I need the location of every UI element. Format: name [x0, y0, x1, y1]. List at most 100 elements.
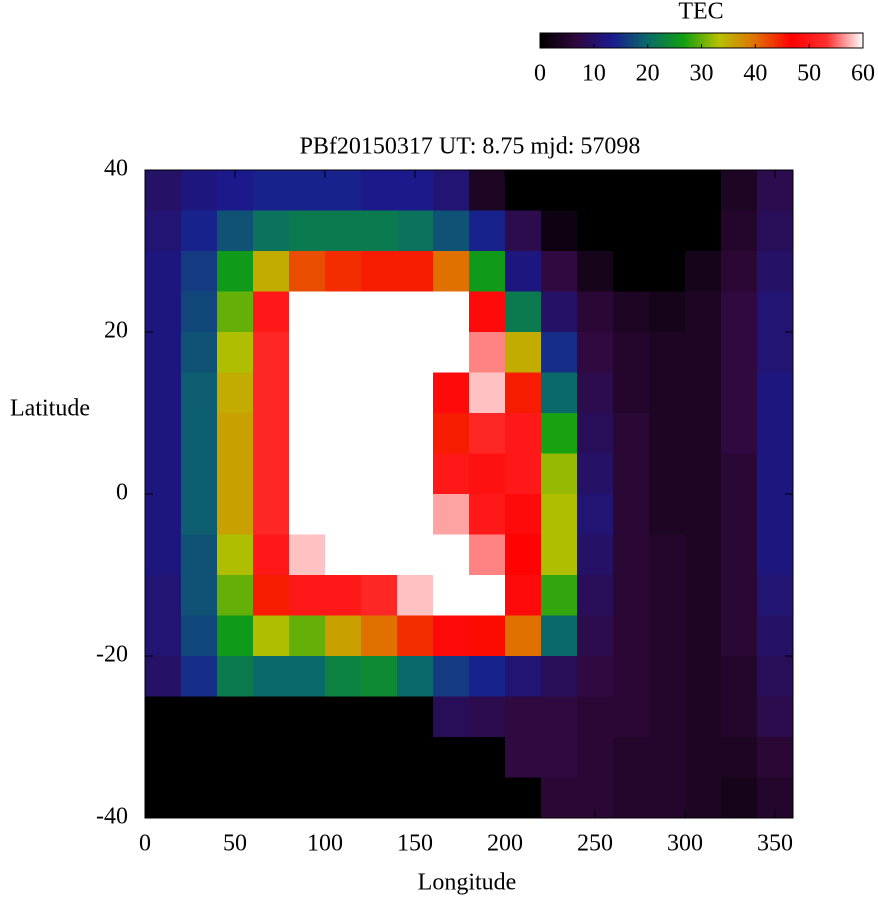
- colorbar-tick-label: 50: [797, 61, 821, 87]
- heatmap-cell: [613, 291, 650, 333]
- heatmap-cell: [145, 534, 182, 576]
- heatmap-cell: [541, 291, 578, 333]
- heatmap-cell: [433, 332, 470, 373]
- heatmap-cell: [253, 251, 290, 292]
- heatmap-cell: [325, 737, 362, 778]
- heatmap-cell: [433, 656, 470, 697]
- heatmap-cell: [289, 372, 326, 414]
- heatmap-cell: [649, 534, 686, 576]
- heatmap-cell: [145, 656, 182, 697]
- heatmap-cell: [577, 696, 614, 738]
- heatmap-cell: [577, 615, 614, 657]
- heatmap-cell: [253, 170, 290, 211]
- heatmap-cell: [541, 575, 578, 616]
- heatmap-cell: [217, 615, 254, 657]
- heatmap-cell: [397, 453, 434, 495]
- heatmap-cell: [469, 737, 506, 778]
- heatmap-cell: [289, 737, 326, 778]
- heatmap-cell: [721, 332, 758, 373]
- heatmap-cell: [685, 534, 722, 576]
- heatmap-cell: [433, 615, 470, 657]
- heatmap-cell: [145, 777, 182, 819]
- heatmap-cell: [649, 413, 686, 454]
- heatmap-cell: [757, 332, 794, 373]
- heatmap-cell: [181, 737, 218, 778]
- y-tick-label: -40: [96, 804, 128, 830]
- heatmap-cell: [757, 251, 794, 292]
- x-tick-label: 50: [223, 831, 247, 857]
- heatmap-cell: [505, 494, 542, 535]
- heatmap-cell: [361, 777, 398, 819]
- heatmap-cell: [181, 777, 218, 819]
- heatmap-cell: [757, 453, 794, 495]
- heatmap-cell: [397, 494, 434, 535]
- colorbar-tick-label: 0: [534, 61, 546, 87]
- heatmap-cell: [613, 777, 650, 819]
- heatmap-cell: [613, 615, 650, 657]
- heatmap-cell: [721, 453, 758, 495]
- heatmap-cell: [289, 777, 326, 819]
- heatmap-cell: [181, 575, 218, 616]
- heatmap-cell: [685, 494, 722, 535]
- heatmap-cell: [325, 453, 362, 495]
- heatmap-cell: [577, 210, 614, 252]
- heatmap-cell: [541, 413, 578, 454]
- heatmap-cell: [289, 615, 326, 657]
- heatmap-cell: [397, 615, 434, 657]
- heatmap-cell: [397, 696, 434, 738]
- heatmap-cell: [433, 372, 470, 414]
- heatmap-cell: [649, 656, 686, 697]
- heatmap-cell: [721, 210, 758, 252]
- heatmap-cell: [685, 737, 722, 778]
- heatmap-cell: [757, 291, 794, 333]
- heatmap-cell: [613, 494, 650, 535]
- heatmap-cell: [181, 332, 218, 373]
- y-tick-label: 0: [116, 480, 128, 506]
- heatmap-cell: [577, 453, 614, 495]
- heatmap-cell: [253, 413, 290, 454]
- heatmap-cell: [325, 494, 362, 535]
- heatmap-cell: [649, 696, 686, 738]
- heatmap-cell: [577, 332, 614, 373]
- heatmap-cell: [649, 210, 686, 252]
- heatmap-cell: [613, 534, 650, 576]
- heatmap-cell: [469, 453, 506, 495]
- heatmap-cell: [433, 494, 470, 535]
- x-tick-label: 200: [487, 831, 523, 857]
- heatmap-cell: [253, 453, 290, 495]
- heatmap-cell: [289, 291, 326, 333]
- heatmap-cell: [433, 413, 470, 454]
- heatmap-cell: [613, 210, 650, 252]
- heatmap-cell: [613, 251, 650, 292]
- colorbar-tick-label: 30: [690, 61, 714, 87]
- heatmap-cell: [145, 332, 182, 373]
- heatmap-cell: [181, 210, 218, 252]
- heatmap-cell: [757, 210, 794, 252]
- heatmap-cell: [721, 534, 758, 576]
- heatmap-cell: [757, 494, 794, 535]
- heatmap-cell: [541, 534, 578, 576]
- heatmap-cell: [757, 372, 794, 414]
- heatmap-cell: [505, 170, 542, 211]
- heatmap-cell: [505, 656, 542, 697]
- heatmap-cell: [757, 696, 794, 738]
- heatmap-cell: [505, 453, 542, 495]
- heatmap-cell: [181, 696, 218, 738]
- heatmap-cell: [433, 210, 470, 252]
- heatmap-cell: [361, 696, 398, 738]
- heatmap-cell: [289, 494, 326, 535]
- heatmap-cell: [649, 291, 686, 333]
- heatmap-cell: [145, 372, 182, 414]
- heatmap-cell: [685, 251, 722, 292]
- heatmap-cell: [397, 291, 434, 333]
- heatmap-cell: [253, 656, 290, 697]
- heatmap-cell: [397, 575, 434, 616]
- heatmap-cell: [685, 413, 722, 454]
- heatmap-cell: [361, 210, 398, 252]
- heatmap-cell: [217, 696, 254, 738]
- heatmap-cell: [469, 291, 506, 333]
- heatmap-cell: [253, 210, 290, 252]
- heatmap-cell: [469, 494, 506, 535]
- heatmap-cell: [217, 453, 254, 495]
